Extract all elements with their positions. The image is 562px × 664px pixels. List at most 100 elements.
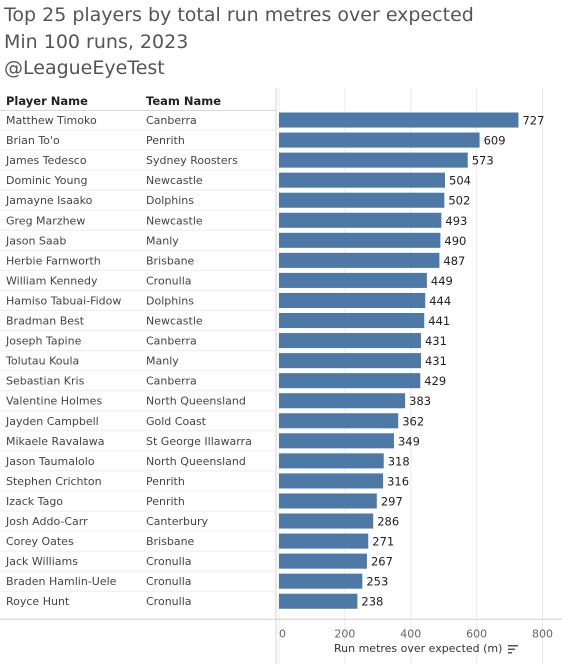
bar-value-label: 429 — [424, 374, 446, 388]
bar[interactable] — [279, 232, 441, 248]
player-name[interactable]: Valentine Holmes — [6, 395, 102, 408]
player-name[interactable]: Greg Marzhew — [6, 214, 85, 227]
player-name[interactable]: Jason Taumalolo — [5, 455, 95, 468]
x-tick-label: 0 — [279, 627, 286, 640]
team-name[interactable]: St George Illawarra — [146, 435, 252, 448]
player-name[interactable]: Brian To'o — [6, 134, 60, 147]
bar[interactable] — [279, 413, 399, 429]
bar-value-label: 502 — [448, 194, 470, 208]
team-name[interactable]: Canterbury — [146, 515, 208, 528]
bar[interactable] — [279, 292, 426, 308]
bar-value-label: 253 — [366, 575, 388, 589]
bar[interactable] — [279, 172, 446, 188]
player-name[interactable]: Joseph Tapine — [5, 335, 82, 348]
bar[interactable] — [279, 513, 374, 529]
column-header-player[interactable]: Player Name — [6, 94, 88, 108]
bar[interactable] — [279, 272, 427, 288]
team-name[interactable]: Manly — [146, 355, 179, 368]
player-name[interactable]: Stephen Crichton — [6, 475, 102, 488]
player-name[interactable]: Herbie Farnworth — [6, 254, 101, 267]
player-name[interactable]: Jack Williams — [5, 555, 78, 568]
player-name[interactable]: James Tedesco — [5, 154, 87, 167]
team-name[interactable]: Newcastle — [146, 315, 203, 328]
player-name[interactable]: Izack Tago — [6, 495, 63, 508]
player-name[interactable]: Braden Hamlin-Uele — [6, 575, 117, 588]
bar-value-label: 271 — [372, 535, 394, 549]
team-name[interactable]: North Queensland — [146, 455, 246, 468]
bar-value-label: 487 — [443, 254, 465, 268]
x-tick-label: 400 — [400, 627, 421, 640]
team-name[interactable]: Dolphins — [146, 194, 194, 207]
bar[interactable] — [279, 593, 358, 609]
bar[interactable] — [279, 533, 369, 549]
team-name[interactable]: Penrith — [146, 134, 185, 147]
team-name[interactable]: Newcastle — [146, 214, 203, 227]
bar[interactable] — [279, 212, 442, 228]
team-name[interactable]: Cronulla — [146, 595, 192, 608]
bar[interactable] — [279, 313, 425, 329]
bar-value-label: 490 — [444, 234, 466, 248]
team-name[interactable]: Newcastle — [146, 174, 203, 187]
bar[interactable] — [279, 152, 468, 168]
team-name[interactable]: Penrith — [146, 475, 185, 488]
bar-value-label: 444 — [429, 294, 451, 308]
bar-value-label: 318 — [388, 454, 410, 468]
bar[interactable] — [279, 433, 394, 449]
player-name[interactable]: Mikaele Ravalawa — [6, 435, 104, 448]
team-name[interactable]: Brisbane — [146, 535, 195, 548]
player-name[interactable]: Jamayne Isaako — [5, 194, 93, 207]
player-name[interactable]: Jason Saab — [5, 234, 66, 247]
bar[interactable] — [279, 393, 406, 409]
team-name[interactable]: Canberra — [146, 375, 197, 388]
player-name[interactable]: Tolutau Koula — [5, 355, 79, 368]
bar[interactable] — [279, 453, 384, 469]
bar-value-label: 362 — [402, 414, 424, 428]
player-name[interactable]: Sebastian Kris — [6, 375, 85, 388]
bar[interactable] — [279, 373, 421, 389]
player-name[interactable]: Bradman Best — [6, 315, 85, 328]
player-name[interactable]: Matthew Timoko — [6, 114, 97, 127]
player-name[interactable]: Corey Oates — [6, 535, 74, 548]
bar[interactable] — [279, 553, 367, 569]
chart-subtitle: Min 100 runs, 2023 — [4, 30, 189, 53]
team-name[interactable]: Gold Coast — [146, 415, 207, 428]
team-name[interactable]: Dolphins — [146, 294, 194, 307]
team-name[interactable]: Brisbane — [146, 254, 195, 267]
bar-value-label: 727 — [522, 114, 544, 128]
player-name[interactable]: Josh Addo-Carr — [5, 515, 88, 528]
team-name[interactable]: North Queensland — [146, 395, 246, 408]
bar[interactable] — [279, 333, 421, 349]
column-header-team[interactable]: Team Name — [146, 94, 222, 108]
bar[interactable] — [279, 252, 440, 268]
player-name[interactable]: William Kennedy — [6, 274, 98, 287]
bar[interactable] — [279, 473, 384, 489]
chart-author: @LeagueEyeTest — [4, 57, 165, 79]
bar[interactable] — [279, 573, 363, 589]
bar-value-label: 316 — [387, 474, 409, 488]
team-name[interactable]: Manly — [146, 234, 179, 247]
team-name[interactable]: Cronulla — [146, 555, 192, 568]
sort-descending-icon[interactable] — [507, 643, 519, 655]
chart-title: Top 25 players by total run metres over … — [4, 4, 474, 26]
team-name[interactable]: Sydney Roosters — [146, 154, 238, 167]
bar[interactable] — [279, 112, 519, 128]
player-name[interactable]: Hamiso Tabuai-Fidow — [6, 294, 121, 307]
player-name[interactable]: Jayden Campbell — [5, 415, 99, 428]
team-name[interactable]: Penrith — [146, 495, 185, 508]
team-name[interactable]: Cronulla — [146, 274, 192, 287]
bar[interactable] — [279, 132, 480, 148]
team-name[interactable]: Canberra — [146, 114, 197, 127]
bar-value-label: 383 — [409, 394, 431, 408]
x-tick-label: 200 — [334, 627, 355, 640]
player-name[interactable]: Dominic Young — [6, 174, 87, 187]
bar-value-label: 431 — [425, 354, 447, 368]
x-tick-label: 600 — [466, 627, 487, 640]
header-divider — [0, 110, 276, 111]
bar-value-label: 609 — [484, 134, 506, 148]
team-name[interactable]: Canberra — [146, 335, 197, 348]
player-name[interactable]: Royce Hunt — [6, 595, 70, 608]
team-name[interactable]: Cronulla — [146, 575, 192, 588]
bar[interactable] — [279, 353, 421, 369]
bar[interactable] — [279, 192, 445, 208]
bar[interactable] — [279, 493, 377, 509]
